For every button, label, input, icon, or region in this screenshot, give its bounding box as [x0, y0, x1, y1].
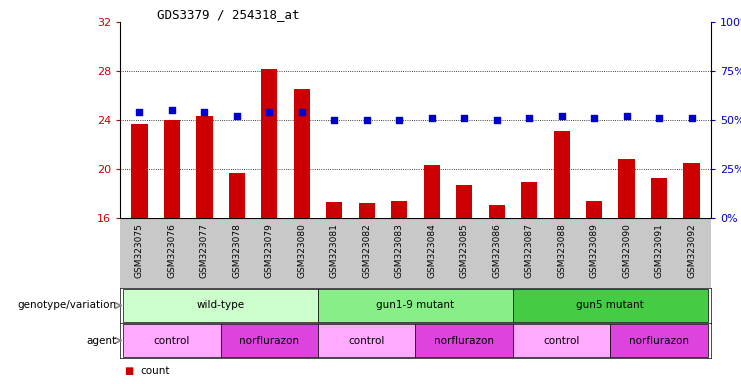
Bar — [196, 116, 213, 218]
Bar — [651, 177, 667, 218]
Bar — [318, 289, 513, 322]
Bar — [416, 324, 513, 357]
Bar — [554, 131, 570, 218]
Text: GSM323083: GSM323083 — [395, 223, 404, 278]
Bar — [513, 324, 611, 357]
Point — [653, 115, 665, 121]
Bar — [293, 89, 310, 218]
Bar — [123, 289, 318, 322]
Text: norflurazon: norflurazon — [434, 336, 494, 346]
Text: GSM323092: GSM323092 — [687, 223, 696, 278]
Text: gun1-9 mutant: gun1-9 mutant — [376, 301, 454, 311]
Bar — [123, 324, 221, 357]
Bar — [424, 166, 440, 218]
Text: genotype/variation: genotype/variation — [17, 301, 116, 311]
Text: GSM323076: GSM323076 — [167, 223, 176, 278]
Point — [523, 115, 535, 121]
Bar — [262, 69, 277, 218]
Text: control: control — [543, 336, 579, 346]
Text: norflurazon: norflurazon — [239, 336, 299, 346]
Text: GSM323089: GSM323089 — [590, 223, 599, 278]
Bar — [164, 120, 180, 218]
Bar — [391, 201, 408, 218]
Point — [328, 117, 340, 123]
Text: GSM323081: GSM323081 — [330, 223, 339, 278]
Text: GSM323075: GSM323075 — [135, 223, 144, 278]
Point — [556, 113, 568, 119]
Text: control: control — [348, 336, 385, 346]
Point — [361, 117, 373, 123]
Text: agent: agent — [86, 336, 116, 346]
Text: GSM323082: GSM323082 — [362, 223, 371, 278]
Point — [458, 115, 470, 121]
Bar — [683, 163, 700, 218]
Text: GDS3379 / 254318_at: GDS3379 / 254318_at — [157, 8, 299, 21]
Bar — [221, 324, 318, 357]
Bar — [229, 173, 245, 218]
Bar — [488, 205, 505, 218]
Point — [621, 113, 633, 119]
Bar — [619, 159, 635, 218]
Bar — [521, 182, 537, 218]
Text: GSM323079: GSM323079 — [265, 223, 274, 278]
Text: gun5 mutant: gun5 mutant — [576, 301, 644, 311]
Bar — [586, 201, 602, 218]
Point — [393, 117, 405, 123]
Point — [231, 113, 243, 119]
Text: GSM323087: GSM323087 — [525, 223, 534, 278]
Point — [588, 115, 600, 121]
Point — [491, 117, 502, 123]
Point — [199, 109, 210, 115]
Text: GSM323088: GSM323088 — [557, 223, 566, 278]
Text: GSM323077: GSM323077 — [200, 223, 209, 278]
Text: control: control — [154, 336, 190, 346]
Text: GSM323084: GSM323084 — [428, 223, 436, 278]
Text: GSM323090: GSM323090 — [622, 223, 631, 278]
Text: ■: ■ — [124, 366, 133, 376]
Bar — [326, 202, 342, 218]
Point — [264, 109, 276, 115]
Point — [296, 109, 308, 115]
Bar — [611, 324, 708, 357]
Point — [685, 115, 697, 121]
Point — [133, 109, 145, 115]
Point — [426, 115, 438, 121]
Bar — [318, 324, 416, 357]
Bar — [456, 185, 472, 218]
Text: GSM323078: GSM323078 — [233, 223, 242, 278]
Bar — [359, 203, 375, 218]
Text: GSM323085: GSM323085 — [459, 223, 469, 278]
Text: wild-type: wild-type — [196, 301, 245, 311]
Text: count: count — [140, 366, 170, 376]
Text: norflurazon: norflurazon — [629, 336, 689, 346]
Text: GSM323091: GSM323091 — [654, 223, 663, 278]
Text: GSM323086: GSM323086 — [492, 223, 501, 278]
Point — [166, 107, 178, 113]
Text: GSM323080: GSM323080 — [297, 223, 306, 278]
Bar — [513, 289, 708, 322]
Bar — [131, 124, 147, 218]
